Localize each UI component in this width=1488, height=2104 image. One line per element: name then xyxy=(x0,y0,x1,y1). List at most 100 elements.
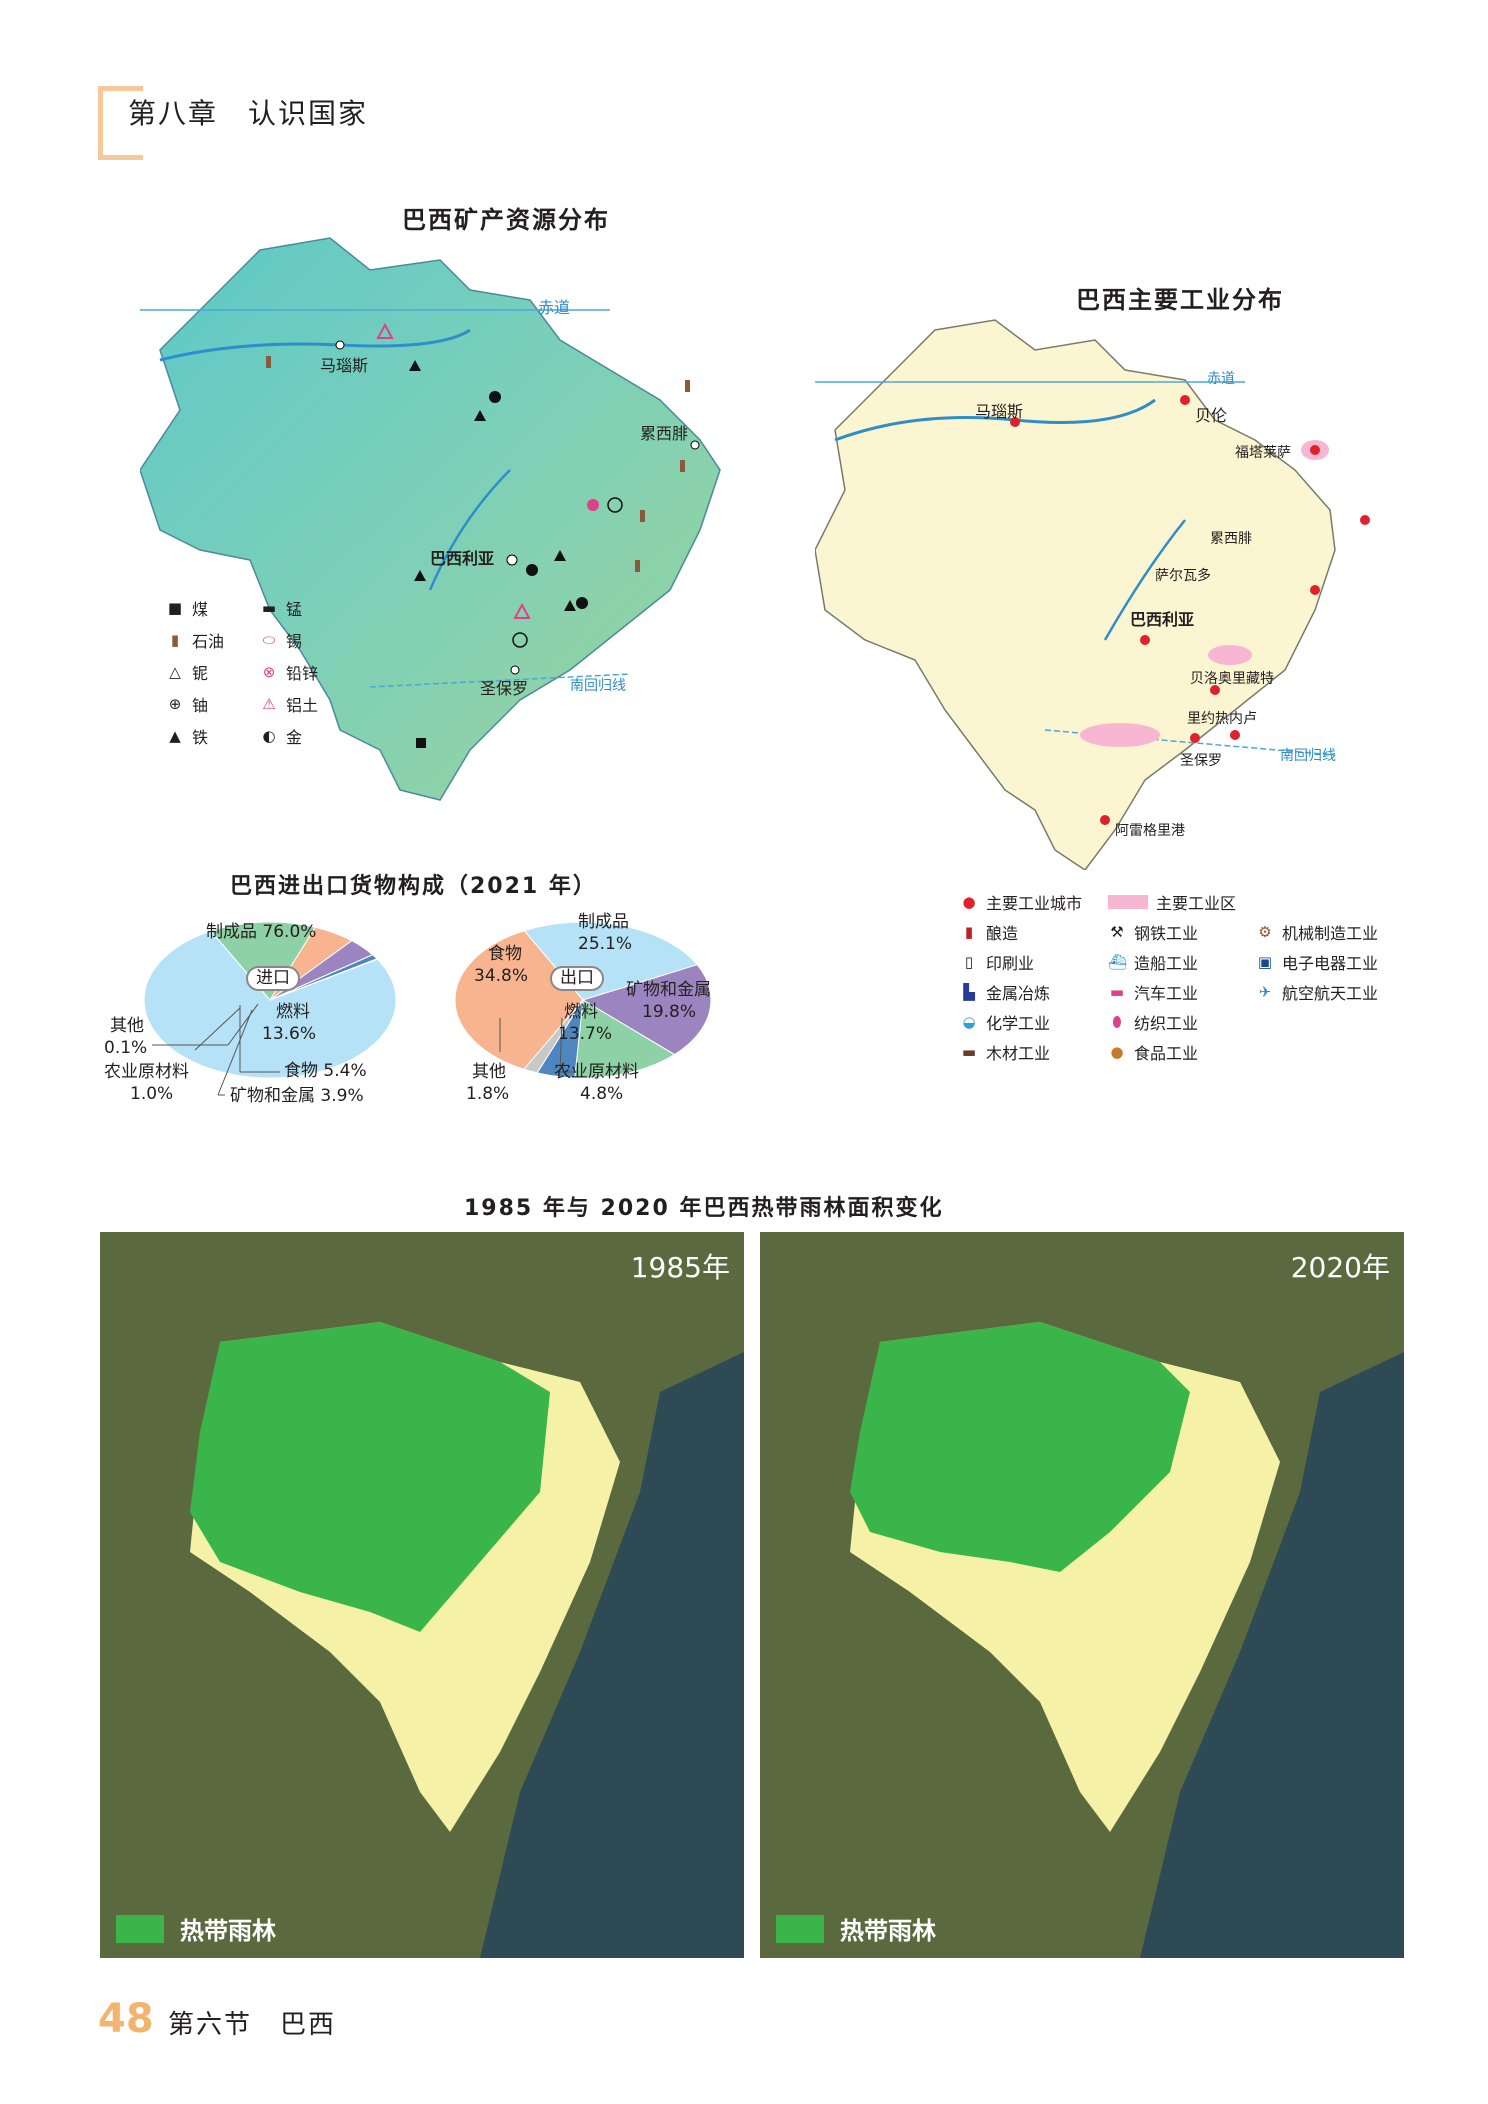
bauxite-marker xyxy=(376,322,394,339)
pie-slice-制成品 xyxy=(143,930,397,1079)
import-minerals-label: 矿物和金属 3.9% xyxy=(230,1086,364,1106)
mineral-map: 赤道 马瑙斯 累西腓 巴西利亚 圣保罗 南回归线 xyxy=(139,230,760,810)
legend-item: ⚙ 机械制造工业 xyxy=(1256,920,1416,944)
mineral-map-title: 巴西矿产资源分布 xyxy=(402,206,610,234)
legend-item: ⚠ 铝土 xyxy=(260,692,354,716)
rainforest-title: 1985 年与 2020 年巴西热带雨林面积变化 xyxy=(464,1196,944,1221)
chapter-bracket xyxy=(98,86,143,160)
legend-item: ▣ 电子电器工业 xyxy=(1257,953,1379,973)
electronics-icon: ▣ xyxy=(1257,953,1273,971)
tin-icon: ⬭ xyxy=(262,631,276,649)
brazil-relief-shape xyxy=(139,237,721,801)
oil-marker xyxy=(680,460,685,472)
tropic-label: 南回归线 xyxy=(570,678,626,694)
equator-label: 赤道 xyxy=(1207,371,1235,387)
iron-marker xyxy=(564,600,576,611)
panel-year-1985: 1985年 xyxy=(630,1251,730,1284)
legend-item: ▮ 酿造 xyxy=(960,920,1108,944)
gold-marker xyxy=(576,597,588,609)
pie-slice-燃料 xyxy=(574,999,676,1079)
import-agri-label: 农业原材料 xyxy=(104,1062,189,1082)
import-fuel-value: 13.6% xyxy=(262,1024,317,1044)
legend-item xyxy=(1256,1010,1416,1034)
rainforest-swatch-icon xyxy=(116,1914,164,1943)
printing-icon: ▯ xyxy=(964,953,974,971)
rainforest-legend: 热带雨林 xyxy=(100,1899,292,1958)
lead-zinc-marker xyxy=(587,499,599,511)
tropic-line xyxy=(369,673,631,688)
lead-zinc-icon: ⊗ xyxy=(262,663,276,681)
uranium-icon: ⊕ xyxy=(168,695,182,713)
porto-alegre-dot xyxy=(1100,815,1110,825)
iron-marker xyxy=(414,570,426,581)
legend-item: ▬ 汽车工业 xyxy=(1109,983,1199,1003)
legend-item: ■ 煤 xyxy=(167,599,209,619)
textile-icon: ⬮ xyxy=(1112,1013,1122,1031)
sao-paulo-dot xyxy=(1190,733,1200,743)
legend-item: ▮ 石油 xyxy=(166,628,260,652)
salvador-dot xyxy=(1310,585,1320,595)
import-agri-value: 1.0% xyxy=(130,1084,174,1104)
rainforest-swatch-icon xyxy=(776,1914,824,1943)
legend-item: ▲ 铁 xyxy=(166,724,260,748)
brazil-outline-shape xyxy=(814,319,1336,872)
rainforest-panel-1985: 1985年 热带雨林 xyxy=(100,1232,744,1958)
leader-line xyxy=(217,1009,253,1096)
legend-item: ◐ 金 xyxy=(260,724,354,748)
industry-map-title: 巴西主要工业分布 xyxy=(1076,286,1284,314)
industrial-zone xyxy=(1208,645,1252,665)
industrial-zone-icon xyxy=(1108,895,1148,909)
oil-marker xyxy=(685,380,690,392)
legend-item: ⊕ 铀 xyxy=(166,692,260,716)
industry-map-svg xyxy=(814,319,1370,872)
leader-line xyxy=(559,1017,563,1073)
gold-icon: ◐ xyxy=(262,727,276,745)
manaus-dot xyxy=(1010,417,1020,427)
chapter-title: 第八章 认识国家 xyxy=(128,97,369,130)
legend-item: ▙ 金属冶炼 xyxy=(960,980,1108,1004)
manaus-label: 马瑙斯 xyxy=(975,402,1024,421)
sao-paulo-label: 圣保罗 xyxy=(1180,753,1222,769)
recife-dot xyxy=(690,440,700,450)
sao-paulo-label: 圣保罗 xyxy=(480,679,529,698)
sao-francisco-river xyxy=(1103,519,1186,641)
recife-label: 累西腓 xyxy=(640,424,689,443)
leader-line xyxy=(227,1003,259,1046)
import-other-label: 其他 xyxy=(110,1016,144,1036)
manganese-icon: ▬ xyxy=(261,599,277,617)
legend-item: ✈ 航空航天工业 xyxy=(1256,980,1416,1004)
export-minerals-value: 19.8% xyxy=(642,1002,697,1022)
legend-item: ⬭ 锡 xyxy=(260,628,354,652)
steel-icon: ⚒ xyxy=(1110,923,1124,941)
mineral-map-svg xyxy=(139,237,721,801)
chemical-icon: ◒ xyxy=(962,1013,976,1031)
brasilia-dot xyxy=(1140,635,1150,645)
panel-year-2020: 2020年 xyxy=(1290,1251,1390,1284)
coal-marker xyxy=(416,738,426,748)
export-food-value: 34.8% xyxy=(474,966,529,986)
equator-label: 赤道 xyxy=(538,298,571,317)
legend-item: ⊗ 铅锌 xyxy=(260,660,354,684)
export-manufactured-value: 25.1% xyxy=(578,934,633,954)
iron-icon: ▲ xyxy=(169,727,181,745)
gold-marker xyxy=(489,391,501,403)
fortaleza-label: 福塔莱萨 xyxy=(1235,445,1291,461)
niobium-icon: △ xyxy=(169,663,181,681)
machinery-icon: ⚙ xyxy=(1258,923,1272,941)
porto-alegre-label: 阿雷格里港 xyxy=(1115,823,1185,839)
export-food-label: 食物 xyxy=(488,944,522,964)
export-minerals-label: 矿物和金属 xyxy=(626,980,711,1000)
mineral-legend: ■ 煤 ▬ 锰 ▮ 石油 ⬭ 锡 △ 铌 ⊗ 铅锌 ⊕ 铀 ⚠ 铝土 ▲ 铁 ◐ 金 xyxy=(166,596,354,748)
pie-slice-其他 xyxy=(523,999,584,1074)
legend-item: ⚒ 钢铁工业 xyxy=(1108,920,1256,944)
belem-dot xyxy=(1180,395,1190,405)
import-center-label: 进口 xyxy=(246,966,300,991)
leader-line xyxy=(194,1007,241,1051)
sao-paulo-dot xyxy=(510,665,520,675)
import-other-value: 0.1% xyxy=(104,1038,148,1058)
legend-item: △ 铌 xyxy=(166,660,260,684)
recife-label: 累西腓 xyxy=(1210,531,1252,547)
export-agri-value: 4.8% xyxy=(580,1084,624,1104)
belo-horizonte-label: 贝洛奥里藏特 xyxy=(1190,671,1274,687)
industrial-zone xyxy=(1080,723,1160,747)
